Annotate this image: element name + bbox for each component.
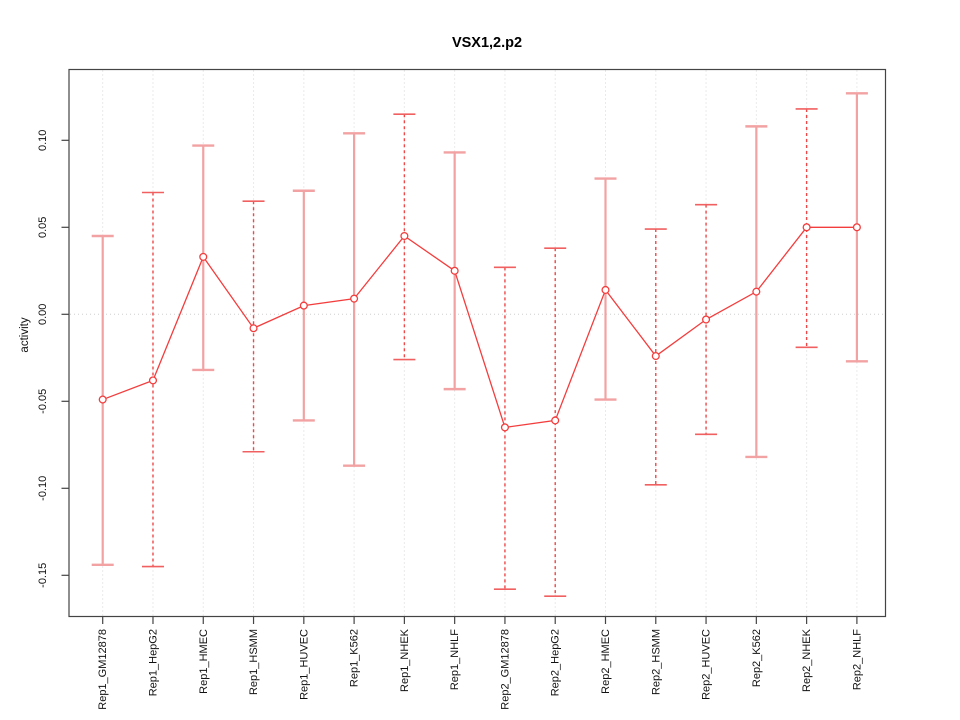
data-point-marker [651, 352, 660, 361]
y-axis: 0.10 0.05 0.00 -0.05 -0.10 -0.15 [37, 130, 69, 588]
data-point-marker [702, 315, 711, 324]
data-point-marker [752, 287, 761, 296]
data-point-marker [299, 301, 308, 310]
x-tick-label: Rep2_NHLF [851, 629, 863, 690]
data-point-marker [199, 252, 208, 261]
x-axis: Rep1_GM12878 Rep1_HepG2 Rep1_HMEC Rep1_HSMM… [97, 616, 863, 710]
series-line [102, 226, 857, 429]
data-point-marker [148, 376, 158, 385]
x-tick-label: Rep2_K562 [751, 629, 763, 687]
data-point-marker [450, 266, 459, 275]
error-bar [493, 266, 516, 591]
x-tick-label: Rep1_HMEC [198, 629, 210, 694]
error-bar [795, 108, 818, 349]
x-tick-label: Rep1_HSMM [248, 629, 260, 695]
series-polyline [102, 226, 857, 429]
x-tick-label: Rep2_HSMM [650, 629, 662, 695]
data-point-marker [500, 423, 509, 432]
data-point-marker [802, 223, 811, 232]
x-tick-label: Rep1_K562 [349, 629, 361, 687]
data-point-marker [98, 395, 107, 404]
y-tick-label: 0.00 [37, 304, 49, 325]
chart-title: VSX1,2.p2 [452, 35, 522, 51]
error-bars [91, 92, 868, 597]
x-tick-label: Rep2_HUVEC [701, 629, 713, 700]
x-tick-label: Rep2_HMEC [600, 629, 612, 694]
data-point-marker [249, 324, 258, 333]
data-point-marker [601, 285, 610, 294]
error-bar [242, 200, 265, 453]
x-tick-label: Rep1_HUVEC [298, 629, 310, 700]
y-axis-label: activity [19, 317, 31, 352]
data-point-marker [350, 294, 359, 303]
x-tick-label: Rep2_HepG2 [550, 629, 562, 696]
data-point-marker [400, 231, 409, 241]
x-tick-label: Rep2_NHEK [801, 628, 813, 692]
y-tick-label: -0.15 [37, 563, 49, 588]
y-tick-label: -0.05 [37, 389, 49, 414]
x-tick-label: Rep1_HepG2 [147, 629, 159, 696]
data-point-marker [852, 223, 861, 232]
data-point-marker [551, 416, 560, 425]
x-tick-label: Rep1_GM12878 [97, 629, 109, 710]
x-tick-label: Rep1_NHEK [399, 628, 411, 692]
y-tick-label: 0.05 [37, 217, 49, 238]
x-tick-label: Rep1_NHLF [449, 629, 461, 690]
y-tick-label: 0.10 [37, 130, 49, 151]
x-tick-label: Rep2_GM12878 [499, 629, 511, 710]
y-tick-label: -0.10 [37, 476, 49, 501]
data-points [98, 223, 861, 432]
plot-border [68, 68, 887, 618]
